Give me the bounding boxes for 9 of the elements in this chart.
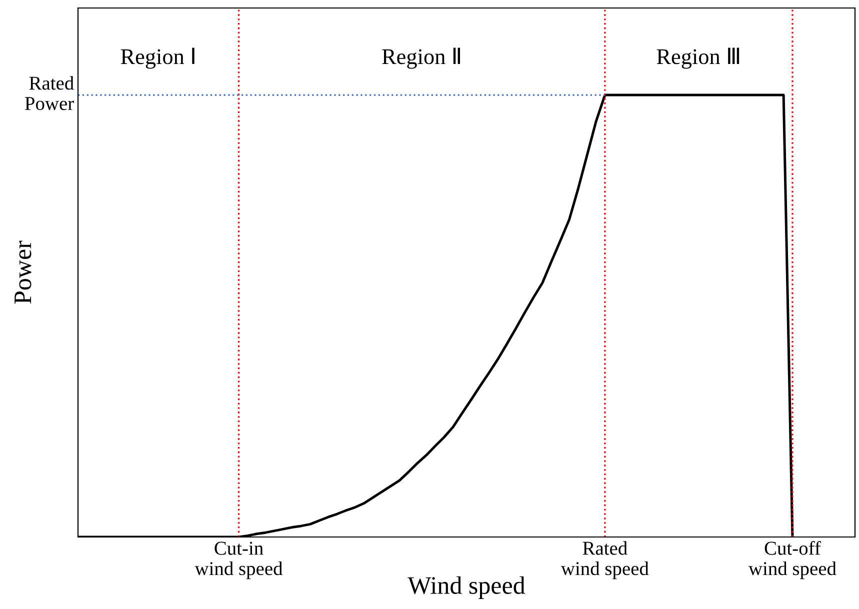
x-tick-label: Rated wind speed <box>560 541 649 580</box>
text: Region Ⅲ <box>656 48 740 69</box>
text: Region Ⅰ <box>120 48 194 69</box>
y-axis-title: Power <box>14 240 32 304</box>
ref-line-label: Rated Power <box>24 76 74 110</box>
x-tick-label: Cut-in wind speed <box>194 542 283 580</box>
text: Region Ⅱ <box>382 48 460 69</box>
x-tick-label: Cut-off wind speed <box>748 540 836 580</box>
x-axis-title: Wind speed <box>408 576 526 600</box>
